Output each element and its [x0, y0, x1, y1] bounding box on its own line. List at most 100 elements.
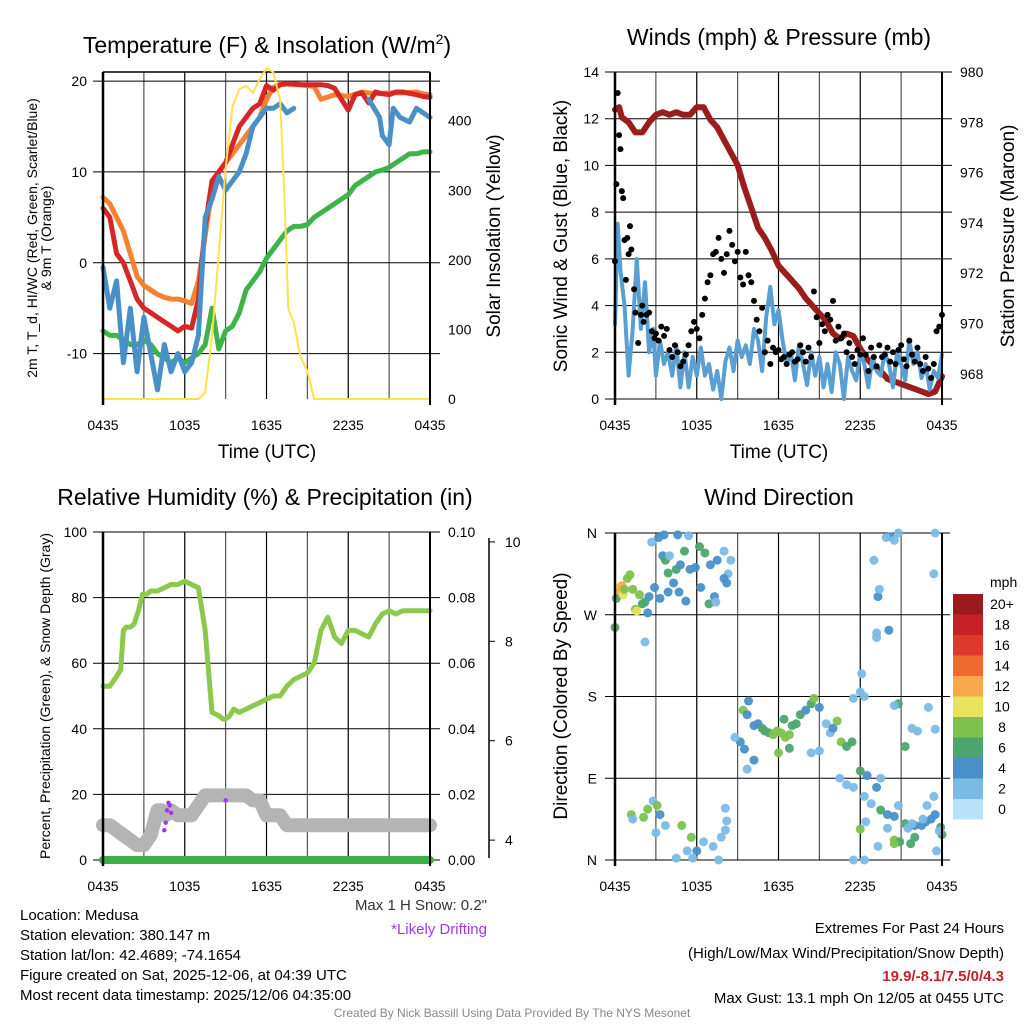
gust-point	[701, 295, 708, 302]
wind-direction-point	[663, 587, 673, 597]
gust-point	[898, 342, 905, 349]
colorbar-swatch	[953, 737, 983, 758]
snow-depth-tick-label: 10	[505, 534, 521, 550]
wind-direction-point	[889, 811, 899, 821]
gust-point	[712, 248, 719, 255]
right-y-tick-label: 0.10	[448, 524, 475, 540]
temperature-chart-title: Temperature (F) & Insolation (W/m2)	[83, 31, 451, 58]
insolation-y-label: Solar Insolation (Yellow)	[484, 134, 505, 337]
wind-direction-point	[828, 723, 838, 733]
gust-point	[726, 227, 733, 234]
right-y-tick-label: 968	[960, 366, 984, 382]
snow-depth-tick-label: 8	[505, 633, 513, 649]
gust-point	[707, 272, 714, 279]
location-text: Location: Medusa	[20, 907, 139, 924]
gust-point	[911, 358, 918, 365]
wind-direction-point	[893, 528, 903, 538]
gust-point	[933, 328, 940, 335]
extremes-title: Extremes For Past 24 Hours	[814, 920, 1004, 937]
wind-direction-point	[688, 853, 698, 863]
wind-direction-point	[930, 724, 940, 734]
gust-point	[637, 311, 644, 318]
wind-direction-point	[665, 551, 674, 561]
wind-direction-point	[681, 596, 691, 606]
wind-direction-point	[705, 560, 715, 570]
gust-point	[753, 316, 760, 323]
wind-direction-point	[929, 791, 939, 801]
wind-direction-point	[876, 773, 886, 783]
wind-direction-point	[700, 548, 710, 558]
wind-direction-point	[679, 546, 689, 556]
wind-direction-point	[873, 592, 883, 602]
gust-point	[838, 335, 845, 342]
gust-point	[928, 374, 935, 381]
wind-direction-point	[859, 692, 869, 701]
gust-point	[783, 360, 790, 367]
x-tick-label: 0435	[87, 878, 118, 894]
gust-point	[721, 269, 727, 276]
wind-direction-point	[889, 701, 899, 711]
wind-direction-point	[883, 810, 892, 820]
gust-point	[742, 248, 749, 255]
colorbar-title: mph	[990, 574, 1017, 590]
wind-direction-point	[873, 841, 883, 851]
colorbar-label: 4	[998, 760, 1006, 776]
wind-direction-point	[832, 716, 842, 726]
colorbar-swatch	[953, 696, 983, 717]
gust-point	[639, 302, 646, 309]
colorbar-label: 0	[998, 801, 1006, 817]
wind-direction-point	[671, 853, 681, 863]
gust-point	[830, 297, 836, 304]
wind-direction-point	[809, 693, 819, 703]
wind-direction-point	[647, 537, 657, 547]
series-snow-depth	[96, 788, 437, 853]
x-tick-label: 0435	[599, 417, 630, 433]
wind-direction-point	[744, 696, 754, 706]
wind-direction-point	[806, 748, 816, 758]
gust-point	[731, 258, 738, 265]
humidity-y-label: Percent, Precipitation (Green), & Snow D…	[37, 533, 53, 859]
series-sonic-wind	[613, 221, 944, 401]
gust-point	[618, 188, 625, 195]
wind-direction-point	[651, 828, 661, 838]
left-y-tick-label: 80	[71, 590, 87, 606]
gust-point	[775, 346, 782, 353]
gust-point	[622, 276, 629, 283]
gust-point	[805, 344, 812, 351]
gust-point	[900, 356, 907, 363]
colorbar-swatch	[953, 799, 983, 820]
gust-point	[715, 234, 722, 241]
left-y-tick-label: 60	[71, 655, 87, 671]
gust-point	[819, 321, 826, 328]
temperature-y-label-line2: & 9m T (Orange)	[38, 186, 54, 291]
wind-direction-point	[884, 625, 894, 635]
gust-point	[663, 325, 670, 332]
gust-point	[936, 323, 943, 330]
gust-point	[617, 146, 624, 153]
x-tick-label: 0435	[599, 878, 630, 894]
wind-direction-point	[708, 841, 718, 851]
gust-point	[674, 349, 681, 356]
wind-direction-point	[652, 801, 662, 810]
gust-point	[857, 351, 864, 358]
gust-point	[723, 251, 730, 258]
x-tick-label: 1635	[251, 878, 282, 894]
x-tick-label: 1035	[169, 417, 200, 433]
drifting-point	[162, 827, 167, 833]
x-tick-label: 2235	[845, 417, 876, 433]
left-y-tick-label: 14	[583, 64, 599, 80]
wind-direction-point	[862, 771, 872, 781]
gust-point	[917, 360, 924, 367]
gust-point	[666, 346, 673, 353]
wind-direction-point	[801, 705, 811, 715]
gust-point	[685, 342, 692, 349]
wind-direction-point	[872, 782, 882, 792]
wind-direction-point	[857, 669, 867, 679]
gust-point	[868, 344, 875, 351]
wind-direction-point	[714, 855, 724, 865]
wind-direction-point	[722, 816, 732, 826]
extremes-block: Extremes For Past 24 Hours (High/Low/Max…	[688, 916, 1004, 1010]
wind-direction-point	[859, 855, 869, 865]
drifting-point	[163, 820, 168, 825]
gust-point	[655, 337, 662, 344]
